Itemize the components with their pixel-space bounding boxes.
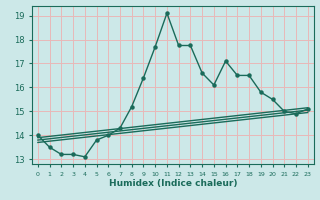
X-axis label: Humidex (Indice chaleur): Humidex (Indice chaleur) bbox=[108, 179, 237, 188]
